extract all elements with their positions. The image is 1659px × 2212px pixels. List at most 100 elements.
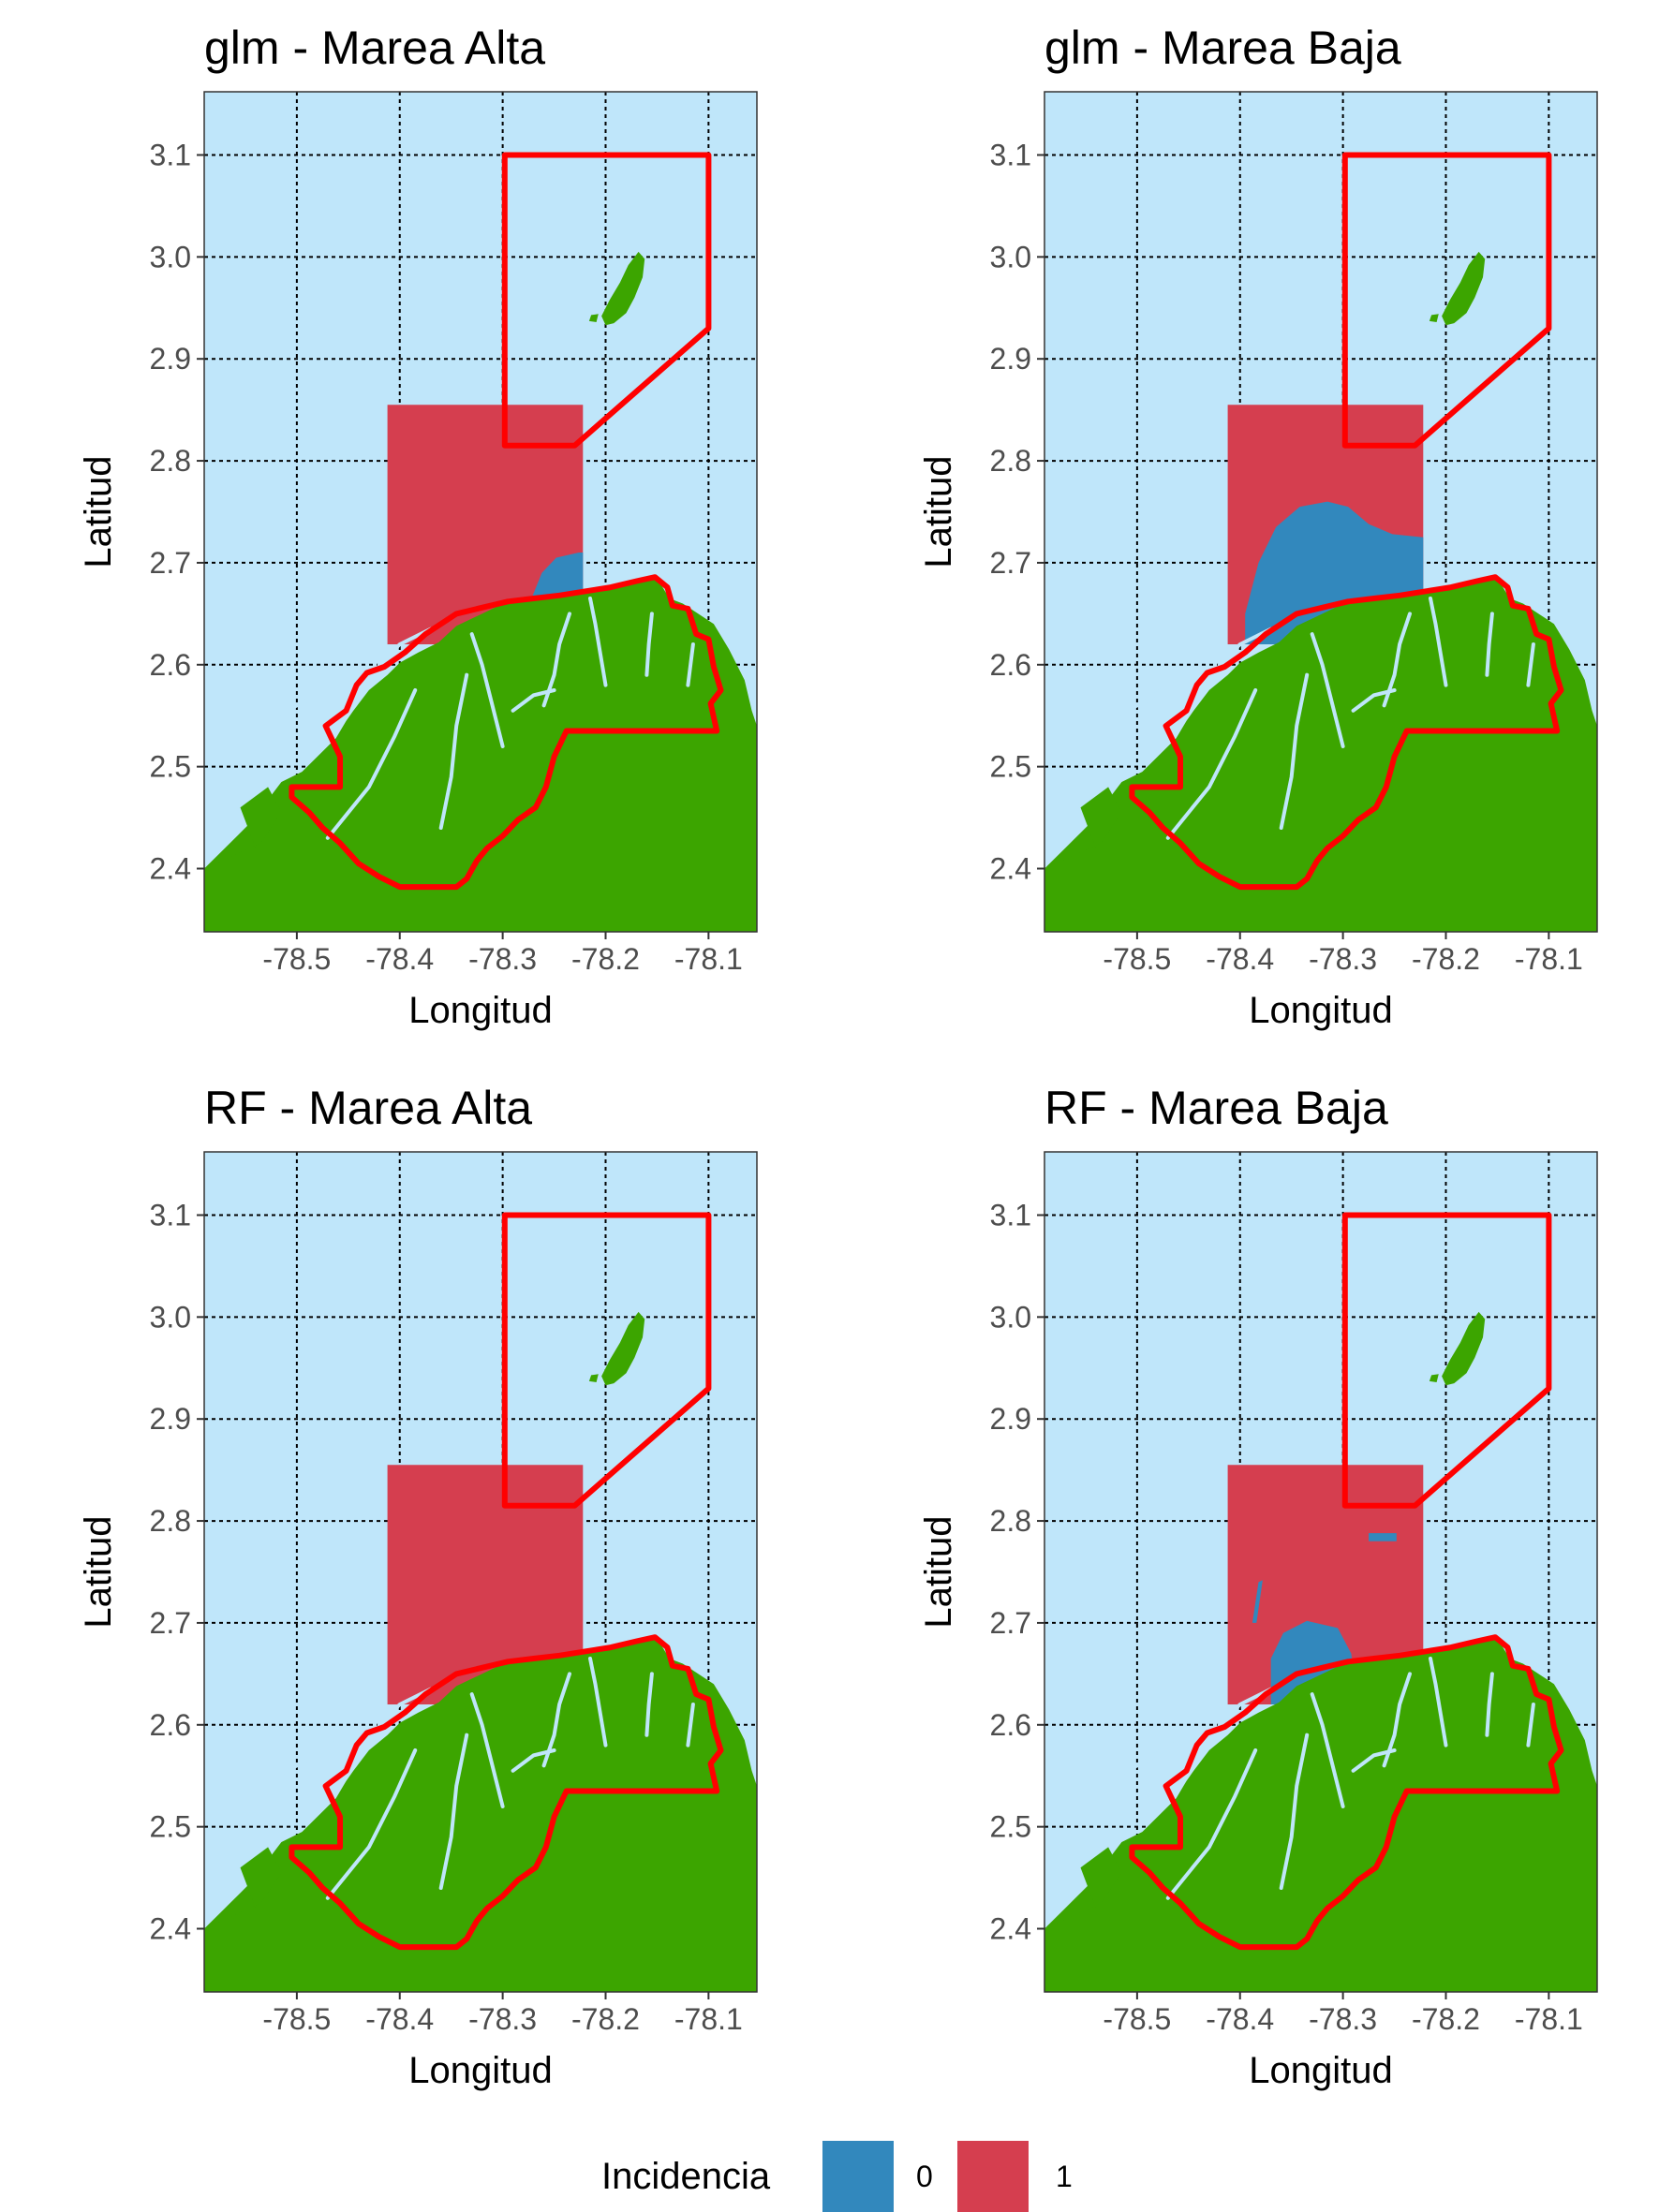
x-tick-label: -78.3 (1309, 942, 1377, 976)
x-tick-label: -78.4 (1206, 2002, 1274, 2036)
x-axis-title: Longitud (408, 2050, 552, 2091)
x-tick-label: -78.2 (1412, 942, 1480, 976)
river-channel (1351, 1748, 1397, 1773)
y-tick-label: 3.1 (990, 138, 1031, 171)
river-channel (686, 1703, 695, 1747)
legend: Incidencia 0 1 (601, 2141, 1073, 2212)
river-channel (1310, 1692, 1345, 1808)
y-tick-label: 3.1 (150, 1198, 191, 1231)
river-channel (1526, 1703, 1535, 1747)
map-panel: glm - Marea Baja -78.5 -78.4 -78.3 -78.2 -78.… (918, 22, 1598, 1031)
island (1442, 251, 1486, 326)
legend-label: 0 (916, 2160, 933, 2193)
river-channel (1165, 1748, 1258, 1900)
land-coast (1044, 1847, 1122, 1992)
y-tick-label: 2.9 (990, 342, 1031, 376)
boundary-south (289, 1634, 724, 1951)
boundary-south (1129, 574, 1564, 891)
island (601, 1311, 645, 1386)
panel-border (203, 91, 758, 933)
y-tick-label: 2.8 (150, 444, 191, 478)
panel-border (203, 1151, 758, 1993)
x-tick-label: -78.2 (1412, 2002, 1480, 2036)
panel-title: glm - Marea Alta (204, 22, 545, 74)
panel-title: RF - Marea Alta (204, 1082, 532, 1134)
y-tick-label: 2.5 (990, 1810, 1031, 1844)
y-tick-label: 2.6 (150, 648, 191, 682)
river-channel (377, 1687, 433, 1727)
legend-key (957, 2141, 1029, 2212)
river-channel (511, 1748, 556, 1773)
river-channel (1114, 678, 1191, 718)
islet (588, 314, 599, 322)
river-channel (511, 688, 556, 713)
y-tick-label: 3.0 (150, 240, 191, 273)
y-tick-label: 2.6 (150, 1708, 191, 1742)
river-channel (469, 632, 505, 748)
boundary-north (501, 152, 712, 449)
map-panel: RF - Marea Alta -78.5 -78.4 -78.3 -78.2 -78.1… (78, 1082, 758, 2091)
x-tick-label: -78.5 (262, 2002, 331, 2036)
river-channel (1526, 642, 1535, 687)
x-tick-label: -78.2 (571, 2002, 640, 2036)
y-tick-label: 2.7 (150, 546, 191, 580)
map-layer (204, 1212, 757, 1992)
y-tick-label: 2.8 (990, 1504, 1031, 1538)
river-channel (1165, 688, 1258, 840)
y-tick-label: 3.1 (990, 1198, 1031, 1231)
panel-border (1044, 1151, 1598, 1993)
x-axis-title: Longitud (408, 990, 552, 1031)
x-tick-label: -78.1 (674, 942, 743, 976)
y-tick-label: 2.6 (990, 1708, 1031, 1742)
y-tick-label: 2.4 (150, 852, 191, 886)
land-coast (204, 787, 282, 932)
y-tick-label: 2.5 (150, 1810, 191, 1844)
river-channel (377, 627, 433, 667)
boundary-south (1129, 1634, 1564, 1951)
boundary-south (289, 574, 724, 891)
island (601, 251, 645, 326)
x-tick-label: -78.1 (674, 2002, 743, 2036)
river-channel (588, 1657, 608, 1747)
river-channel (1485, 612, 1494, 677)
y-axis-title: Latitud (918, 1515, 959, 1628)
x-tick-label: -78.4 (365, 942, 434, 976)
x-tick-label: -78.5 (1103, 2002, 1171, 2036)
boundary-north (501, 1212, 712, 1509)
y-tick-label: 2.4 (990, 852, 1031, 886)
boundary-north (1341, 152, 1552, 449)
x-tick-label: -78.2 (571, 942, 640, 976)
y-tick-label: 2.7 (150, 1606, 191, 1640)
y-tick-label: 2.4 (990, 1912, 1031, 1946)
river-channel (1279, 672, 1310, 830)
river-channel (469, 1692, 505, 1808)
river-channel (1351, 688, 1397, 713)
y-tick-label: 2.4 (150, 1912, 191, 1946)
x-tick-label: -78.4 (365, 2002, 434, 2036)
river-channel (1217, 1687, 1273, 1727)
panel-border (1044, 91, 1598, 933)
river-channel (686, 642, 695, 687)
x-tick-label: -78.1 (1515, 942, 1583, 976)
river-channel (438, 1733, 469, 1890)
y-tick-label: 2.8 (990, 444, 1031, 478)
x-tick-label: -78.5 (1103, 942, 1171, 976)
y-axis-title: Latitud (918, 455, 959, 568)
incidence-1-area (387, 405, 584, 644)
legend-label: 1 (1056, 2160, 1073, 2193)
legend-key (822, 2141, 894, 2212)
river-channel (588, 597, 608, 687)
boundary-north (1341, 1212, 1552, 1509)
y-tick-label: 2.7 (990, 1606, 1031, 1640)
river-channel (438, 672, 469, 830)
y-tick-label: 2.6 (990, 648, 1031, 682)
x-axis-title: Longitud (1249, 2050, 1392, 2091)
river-channel (274, 678, 350, 718)
map-panel: glm - Marea Alta -78.5 -78.4 -78.3 -78.2 -78.… (78, 22, 758, 1031)
islet (588, 1374, 599, 1382)
island (1442, 1311, 1486, 1386)
y-tick-label: 3.0 (150, 1300, 191, 1334)
river-channel (1429, 597, 1448, 687)
x-tick-label: -78.3 (1309, 2002, 1377, 2036)
